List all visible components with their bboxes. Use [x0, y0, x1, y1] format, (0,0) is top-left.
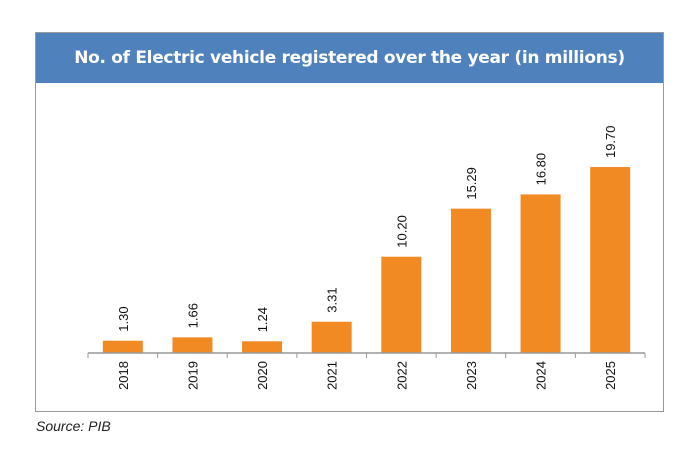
- data-label: 1.66: [185, 303, 200, 328]
- bar: [102, 340, 143, 353]
- x-tick-label: 2021: [325, 361, 340, 390]
- bar: [590, 167, 631, 353]
- chart-frame: No. of Electric vehicle registered over …: [35, 32, 664, 412]
- data-label: 15.29: [464, 167, 479, 200]
- x-tick-label: 2024: [534, 361, 549, 390]
- data-label: 16.80: [534, 153, 549, 186]
- data-label: 10.20: [394, 215, 409, 248]
- bar: [172, 337, 213, 353]
- bar: [242, 341, 283, 353]
- data-label: 1.24: [255, 307, 270, 332]
- source-note: Source: PIB: [36, 418, 111, 434]
- bar: [381, 256, 422, 353]
- bar: [311, 321, 352, 353]
- x-tick-label: 2025: [603, 361, 618, 390]
- x-tick-label: 2018: [116, 361, 131, 390]
- bar: [520, 194, 561, 353]
- chart-title: No. of Electric vehicle registered over …: [36, 33, 663, 83]
- bar: [450, 208, 491, 353]
- x-tick-label: 2019: [185, 361, 200, 390]
- x-tick-label: 2023: [464, 361, 479, 390]
- x-tick-label: 2020: [255, 361, 270, 390]
- x-tick-label: 2022: [394, 361, 409, 390]
- data-label: 1.30: [116, 306, 131, 331]
- data-label: 19.70: [603, 125, 618, 158]
- data-label: 3.31: [325, 287, 340, 312]
